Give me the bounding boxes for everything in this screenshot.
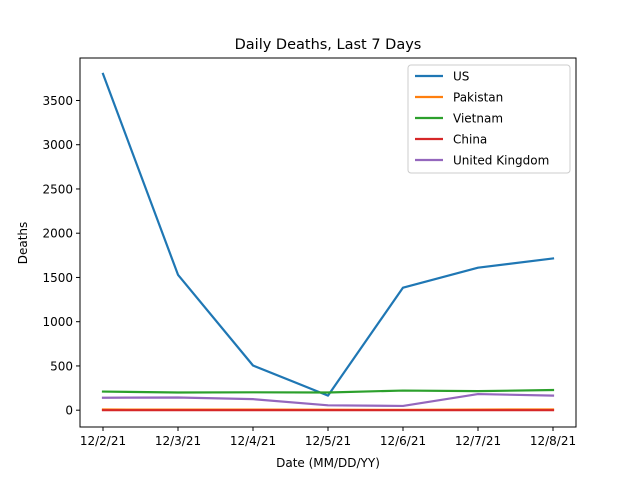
y-tick-label: 1500 (42, 271, 73, 285)
y-tick-label: 0 (65, 404, 73, 418)
y-tick-label: 500 (50, 359, 73, 373)
x-tick-label: 12/2/21 (80, 434, 126, 448)
series-line-vietnam (101, 388, 555, 394)
y-tick-label: 3500 (42, 94, 73, 108)
legend-box (407, 64, 571, 174)
legend-label: Pakistan (453, 91, 503, 105)
x-axis-label: Date (MM/DD/YY) (276, 456, 380, 470)
x-tick-label: 12/7/21 (455, 434, 501, 448)
x-tick-label: 12/4/21 (230, 434, 276, 448)
legend-label: US (453, 70, 469, 84)
x-tick-label: 12/8/21 (530, 434, 576, 448)
chart-title: Daily Deaths, Last 7 Days (235, 37, 422, 53)
y-axis: 0 500 1000 1500 2000 2500 3000 3500 (42, 94, 80, 418)
series-line-united-kingdom (101, 392, 555, 408)
legend-label: Vietnam (453, 112, 503, 126)
x-axis: 12/2/21 12/3/21 12/4/21 12/5/21 12/6/21 12/7/… (80, 427, 576, 448)
x-tick-label: 12/5/21 (305, 434, 351, 448)
y-tick-label: 2000 (42, 227, 73, 241)
legend: US Pakistan Vietnam China United Kingdom (407, 64, 571, 174)
y-tick-label: 1000 (42, 315, 73, 329)
y-tick-label: 3000 (42, 138, 73, 152)
series-line-us (101, 72, 555, 397)
y-tick-label: 2500 (42, 182, 73, 196)
legend-label: United Kingdom (453, 154, 549, 168)
x-tick-label: 12/6/21 (380, 434, 426, 448)
y-axis-label: Deaths (16, 222, 30, 265)
series-layer (101, 72, 555, 412)
x-tick-label: 12/3/21 (155, 434, 201, 448)
axes-frame (79, 57, 577, 428)
legend-label: China (453, 133, 487, 147)
